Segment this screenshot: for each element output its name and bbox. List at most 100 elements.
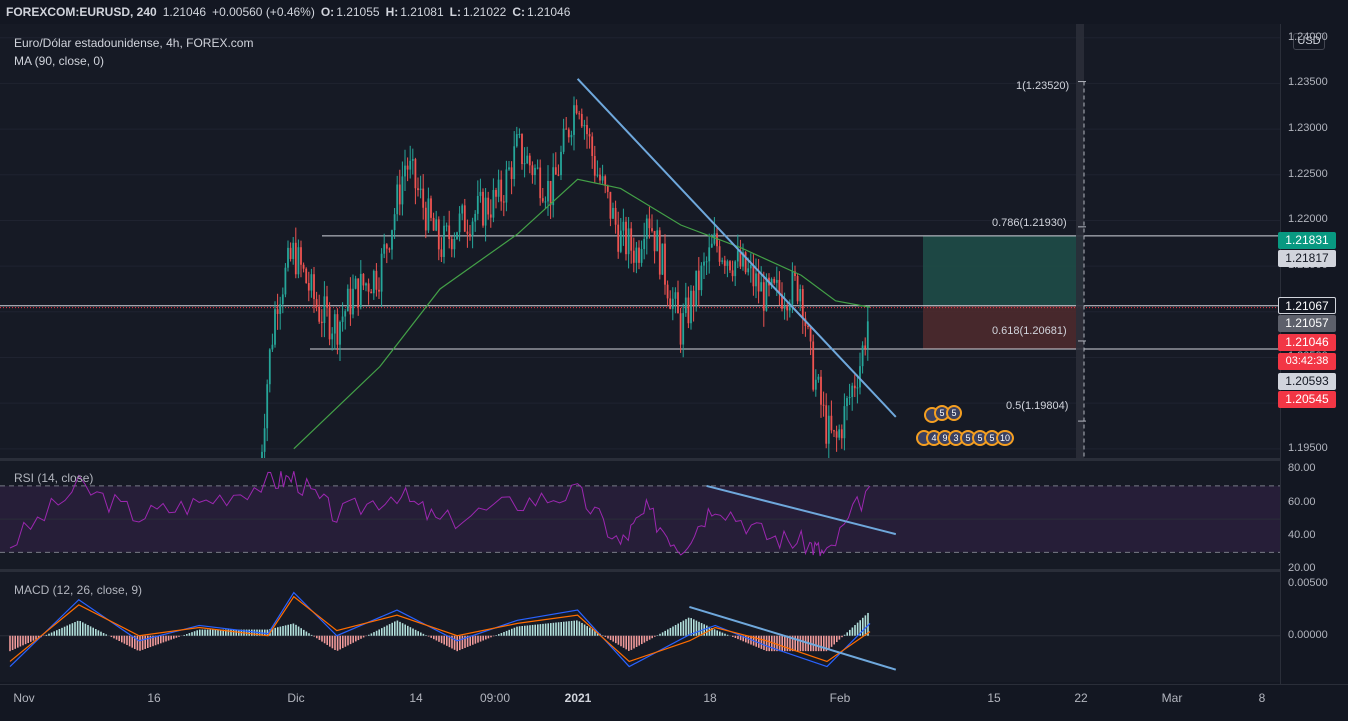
macd-histogram-bar [217,629,219,636]
macd-histogram-bar [391,622,393,636]
candle-body [661,243,664,275]
macd-histogram-bar [321,635,323,642]
price-axis-tick: 1.23500 [1288,76,1328,89]
macd-histogram-bar [154,635,157,646]
macd-histogram-bar [573,620,575,636]
macd-histogram-bar [633,635,635,649]
macd-histogram-bar [297,626,300,636]
candle-body [617,224,620,252]
macd-histogram-bar [537,624,539,636]
macd-histogram-bar [11,635,14,650]
candle-body [726,261,729,266]
event-count-badge[interactable]: 5 [946,405,962,421]
macd-histogram-bar [586,626,588,636]
candle-body [591,136,594,157]
macd-histogram-bar [102,633,105,636]
price-axis-tick: 1.23000 [1288,122,1328,135]
candle-body [630,228,633,251]
candle-body [411,159,414,161]
currency-button[interactable]: USD [1293,33,1325,50]
macd-histogram-bar [438,635,440,642]
macd-histogram-bar [48,633,50,636]
price-axis-tick: 1.22500 [1288,167,1328,180]
candle-body [305,268,308,284]
rsi-label[interactable]: RSI (14, close) [14,471,94,485]
macd-histogram-bar [69,624,71,636]
macd-histogram-bar [287,624,289,636]
candle-body [492,190,495,218]
long-position-loss-zone [923,305,1083,349]
macd-histogram-bar [204,629,206,636]
macd-histogram-bar [763,635,765,650]
macd-histogram-bar [534,624,536,636]
candle-body [388,248,391,250]
macd-histogram-bar [841,635,843,638]
candle-body [729,261,731,271]
candle-body [578,113,581,115]
macd-histogram-bar [516,626,518,636]
close-value: 1.21046 [527,5,571,19]
candle-body [287,247,289,268]
candle-body [523,163,526,165]
ma-indicator-label[interactable]: MA (90, close, 0) [14,54,105,68]
macd-histogram-bar [404,624,406,636]
candle-body [346,288,349,312]
macd-histogram-bar [323,635,326,644]
macd-histogram-bar [22,635,24,646]
candle-body [635,247,638,263]
time-axis[interactable] [0,684,1348,721]
price-tag-target: 1.21831 [1278,232,1336,249]
macd-histogram-bar [693,619,695,636]
candle-body [820,376,822,405]
macd-histogram-bar [635,635,638,647]
price-chart[interactable] [0,24,1280,481]
macd-histogram-bar [511,628,513,636]
symbol-name[interactable]: FOREXCOM:EURUSD, 240 [6,5,157,19]
price-pane[interactable] [0,24,1280,481]
macd-histogram-bar [17,635,19,648]
candle-body [788,304,791,311]
rsi-chart[interactable] [0,461,1280,569]
macd-histogram-bar [84,623,87,636]
pane-separator[interactable] [0,458,1348,461]
macd-histogram-bar [469,635,471,646]
macd-histogram-bar [196,630,198,636]
macd-histogram-bar [175,635,178,638]
candle-body [677,292,679,314]
macd-histogram-bar [427,635,430,637]
candle-body [508,167,510,170]
low-key: L: [449,5,461,19]
event-count-badge[interactable]: 10 [996,430,1014,446]
price-change: +0.00560 (+0.46%) [212,5,315,19]
macd-histogram-bar [375,630,378,636]
macd-histogram-bar [66,625,68,636]
rsi-pane[interactable] [0,461,1280,569]
candle-body [289,247,292,259]
macd-histogram-bar [199,629,201,636]
macd-histogram-bar [183,634,185,636]
macd-histogram-bar [110,635,113,638]
signal-line [9,595,871,663]
macd-chart[interactable] [0,572,1280,682]
candle-body [791,271,794,305]
candle-body [461,205,464,214]
macd-pane[interactable] [0,572,1280,682]
macd-histogram-bar [698,621,700,636]
candle-body [554,167,557,175]
macd-histogram-bar [474,635,477,644]
price-tag-last: 1.21046 [1278,334,1336,351]
pane-separator[interactable] [0,569,1348,572]
candle-body [656,230,659,252]
candle-body [302,264,305,269]
macd-histogram-bar [349,635,352,645]
macd-histogram-bar [149,635,152,648]
macd-histogram-bar [336,635,339,651]
macd-histogram-bar [711,628,713,636]
macd-histogram-bar [867,612,869,636]
macd-histogram-bar [264,629,266,636]
candle-body [271,344,274,350]
macd-label[interactable]: MACD (12, 26, close, 9) [14,583,143,597]
macd-histogram-bar [544,623,547,636]
candle-body [435,219,438,231]
macd-histogram-bar [50,632,53,636]
